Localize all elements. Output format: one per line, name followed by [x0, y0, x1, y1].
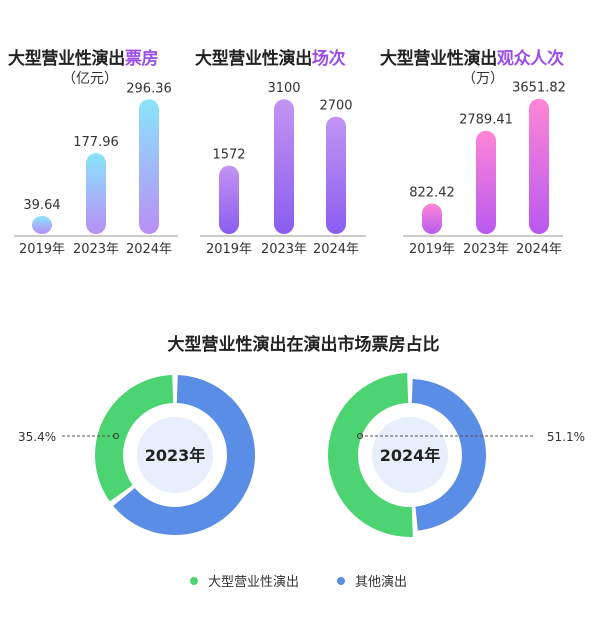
x-tick-label: 2019年 [206, 242, 252, 257]
legend-dot-green [190, 576, 198, 585]
bar-chart-title-audience: 大型营业性演出观众人次 [380, 44, 564, 69]
data-label: 3651.82 [512, 81, 566, 96]
data-label: 296.36 [126, 81, 172, 96]
bar [219, 165, 239, 234]
pie-slice-other [411, 379, 487, 531]
data-label: 2700 [319, 99, 352, 114]
x-tick-label: 2019年 [409, 242, 455, 257]
x-tick-label: 2024年 [516, 242, 562, 257]
bar [32, 215, 52, 234]
legend-item-large-shows: 大型营业性演出 [190, 571, 299, 590]
donut-center [137, 417, 213, 493]
bar [476, 130, 496, 234]
bar-charts: 39.64 2019年 177.96 2023年 296.36 2024年 1572 2019… [14, 81, 566, 257]
x-tick-label: 2019年 [19, 242, 65, 257]
leader-dot [113, 433, 119, 439]
percent-label: 35.4% [18, 430, 56, 444]
donut-center [372, 417, 448, 493]
data-label: 3100 [267, 81, 300, 96]
unit-label-audience: （万） [462, 71, 504, 87]
title-highlight: 场次 [311, 49, 346, 69]
pie-slice-other [113, 375, 255, 535]
donut-center-label: 2023年 [145, 446, 206, 465]
bar [274, 99, 294, 234]
leader-dot [357, 433, 363, 439]
pie-slice-large-shows [327, 373, 413, 538]
title-highlight: 观众人次 [496, 49, 564, 69]
data-label: 1572 [212, 148, 245, 163]
title-main: 大型营业性演出 [195, 49, 312, 69]
title-main: 大型营业性演出 [8, 49, 125, 69]
data-label: 2789.41 [459, 113, 513, 128]
bar-chart-title-sessions: 大型营业性演出场次 [195, 44, 346, 69]
unit-label-box-office: （亿元） [62, 71, 118, 87]
bar [529, 98, 549, 234]
title-highlight: 票房 [124, 49, 159, 69]
data-label: 822.42 [409, 186, 455, 201]
bar [86, 153, 106, 234]
legend-item-other-shows: 其他演出 [337, 571, 407, 590]
data-label: 39.64 [23, 198, 60, 213]
bar [326, 116, 346, 234]
x-tick-label: 2024年 [126, 242, 172, 257]
donut-center-label: 2024年 [380, 446, 441, 465]
donut-section-title: 大型营业性演出在演出市场票房占比 [167, 335, 440, 355]
bar-chart-title-box-office: 大型营业性演出票房 [8, 44, 159, 69]
data-label: 177.96 [73, 135, 119, 150]
x-tick-label: 2023年 [463, 242, 509, 257]
percent-label: 51.1% [547, 430, 585, 444]
legend-label: 大型营业性演出 [208, 575, 300, 590]
pie-slice-large-shows [95, 375, 174, 502]
legend-label: 其他演出 [355, 575, 408, 590]
title-main: 大型营业性演出 [380, 49, 497, 69]
bar [422, 203, 442, 234]
x-tick-label: 2023年 [73, 242, 119, 257]
x-tick-label: 2023年 [261, 242, 307, 257]
legend-dot-blue [337, 576, 345, 585]
bar [139, 99, 159, 234]
x-tick-label: 2024年 [313, 242, 359, 257]
